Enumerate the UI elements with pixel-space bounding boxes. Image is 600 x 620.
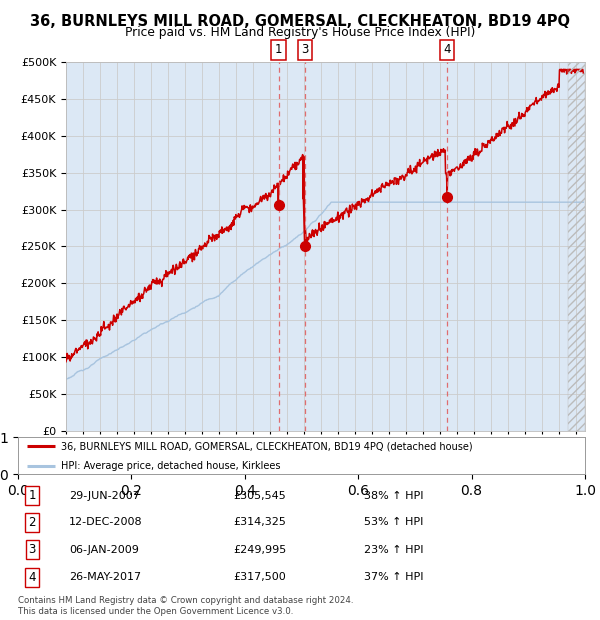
Text: 38% ↑ HPI: 38% ↑ HPI <box>364 491 424 501</box>
Text: HPI: Average price, detached house, Kirklees: HPI: Average price, detached house, Kirk… <box>61 461 280 471</box>
Text: 1: 1 <box>275 43 282 56</box>
Text: £314,325: £314,325 <box>233 517 286 527</box>
Text: 4: 4 <box>28 570 36 583</box>
Text: £249,995: £249,995 <box>233 544 287 555</box>
Text: 3: 3 <box>301 43 308 56</box>
Text: 36, BURNLEYS MILL ROAD, GOMERSAL, CLECKHEATON, BD19 4PQ (detached house): 36, BURNLEYS MILL ROAD, GOMERSAL, CLECKH… <box>61 441 472 451</box>
Text: £317,500: £317,500 <box>233 572 286 582</box>
Text: 29-JUN-2007: 29-JUN-2007 <box>69 491 140 501</box>
Text: 53% ↑ HPI: 53% ↑ HPI <box>364 517 423 527</box>
Text: 23% ↑ HPI: 23% ↑ HPI <box>364 544 424 555</box>
Text: £305,545: £305,545 <box>233 491 286 501</box>
Text: 1: 1 <box>28 489 36 502</box>
Text: 06-JAN-2009: 06-JAN-2009 <box>69 544 139 555</box>
Text: 12-DEC-2008: 12-DEC-2008 <box>69 517 143 527</box>
Text: 26-MAY-2017: 26-MAY-2017 <box>69 572 141 582</box>
Text: 2: 2 <box>28 516 36 529</box>
Text: Contains HM Land Registry data © Crown copyright and database right 2024.
This d: Contains HM Land Registry data © Crown c… <box>18 596 353 616</box>
Text: Price paid vs. HM Land Registry's House Price Index (HPI): Price paid vs. HM Land Registry's House … <box>125 26 475 39</box>
Text: 37% ↑ HPI: 37% ↑ HPI <box>364 572 424 582</box>
Text: 3: 3 <box>28 543 36 556</box>
Text: 36, BURNLEYS MILL ROAD, GOMERSAL, CLECKHEATON, BD19 4PQ: 36, BURNLEYS MILL ROAD, GOMERSAL, CLECKH… <box>30 14 570 29</box>
Text: 4: 4 <box>443 43 451 56</box>
